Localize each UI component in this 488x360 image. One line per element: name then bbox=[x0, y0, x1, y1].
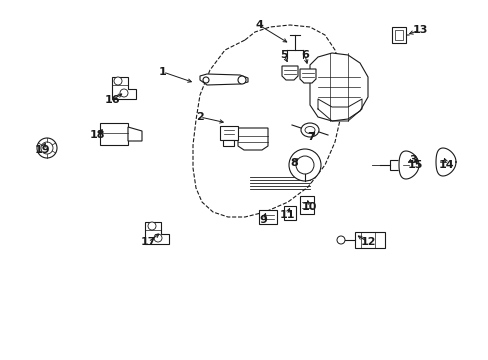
Circle shape bbox=[120, 89, 128, 97]
Text: 5: 5 bbox=[280, 50, 287, 60]
Polygon shape bbox=[354, 232, 384, 248]
Text: 7: 7 bbox=[306, 132, 314, 142]
Circle shape bbox=[238, 76, 245, 84]
Polygon shape bbox=[282, 66, 297, 80]
Polygon shape bbox=[223, 140, 234, 146]
Polygon shape bbox=[220, 126, 238, 140]
Polygon shape bbox=[299, 69, 315, 83]
Polygon shape bbox=[299, 196, 313, 214]
Text: 13: 13 bbox=[411, 25, 427, 35]
Text: 9: 9 bbox=[259, 215, 266, 225]
Text: 10: 10 bbox=[301, 202, 316, 212]
Polygon shape bbox=[238, 128, 267, 150]
Text: 18: 18 bbox=[89, 130, 104, 140]
Text: 11: 11 bbox=[279, 210, 294, 220]
Ellipse shape bbox=[305, 126, 314, 134]
Text: 4: 4 bbox=[255, 20, 263, 30]
Circle shape bbox=[114, 77, 122, 85]
Text: 12: 12 bbox=[360, 237, 375, 247]
Circle shape bbox=[336, 236, 345, 244]
Polygon shape bbox=[398, 151, 418, 179]
Text: 15: 15 bbox=[407, 160, 422, 170]
Polygon shape bbox=[394, 30, 402, 40]
Polygon shape bbox=[389, 160, 409, 170]
Polygon shape bbox=[200, 74, 247, 85]
Text: 3: 3 bbox=[408, 155, 416, 165]
Polygon shape bbox=[259, 210, 276, 224]
Circle shape bbox=[41, 142, 53, 154]
Text: 16: 16 bbox=[104, 95, 120, 105]
Polygon shape bbox=[128, 127, 142, 141]
Polygon shape bbox=[309, 53, 367, 121]
Circle shape bbox=[148, 222, 156, 230]
Circle shape bbox=[288, 149, 320, 181]
Text: 6: 6 bbox=[301, 50, 308, 60]
Text: 2: 2 bbox=[196, 112, 203, 122]
Polygon shape bbox=[112, 77, 136, 99]
Text: 14: 14 bbox=[438, 160, 454, 170]
Circle shape bbox=[37, 138, 57, 158]
Ellipse shape bbox=[301, 123, 318, 137]
Text: 1: 1 bbox=[159, 67, 166, 77]
Polygon shape bbox=[145, 222, 169, 244]
Circle shape bbox=[203, 77, 208, 83]
Text: 19: 19 bbox=[34, 145, 50, 155]
Polygon shape bbox=[435, 148, 455, 176]
Polygon shape bbox=[284, 206, 295, 220]
Circle shape bbox=[154, 234, 162, 242]
Circle shape bbox=[295, 156, 313, 174]
Text: 17: 17 bbox=[140, 237, 156, 247]
Polygon shape bbox=[100, 123, 128, 145]
Text: 8: 8 bbox=[289, 158, 297, 168]
Polygon shape bbox=[391, 27, 405, 43]
